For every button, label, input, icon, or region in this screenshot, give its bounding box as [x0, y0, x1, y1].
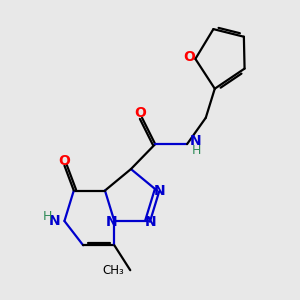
- Text: N: N: [106, 215, 117, 229]
- Text: O: O: [183, 50, 195, 64]
- Text: H: H: [192, 144, 202, 157]
- Text: O: O: [58, 154, 70, 168]
- Text: N: N: [49, 214, 60, 228]
- Text: N: N: [145, 215, 156, 229]
- Text: H: H: [42, 210, 52, 224]
- Text: N: N: [190, 134, 202, 148]
- Text: O: O: [134, 106, 146, 120]
- Text: CH₃: CH₃: [102, 264, 124, 277]
- Text: N: N: [154, 184, 166, 197]
